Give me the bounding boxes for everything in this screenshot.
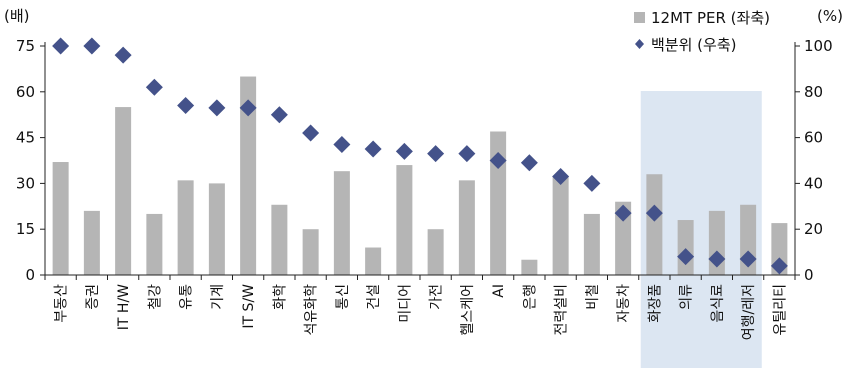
axes-layer: [40, 42, 800, 280]
point-17: [583, 174, 601, 192]
category-label: 의류: [679, 284, 695, 310]
bar-5: [208, 183, 225, 275]
point-23: [770, 257, 788, 275]
category-label: 미디어: [397, 284, 413, 323]
point-15: [520, 154, 538, 172]
point-4: [177, 97, 195, 115]
category-label: 비철: [585, 284, 601, 310]
left-tick-label: 75: [16, 37, 35, 55]
left-tick-label: 15: [16, 220, 35, 238]
bar-6: [240, 76, 257, 276]
right-axis-unit: (%): [817, 7, 843, 25]
right-tick-label: 20: [804, 220, 823, 238]
category-label: 음식료: [710, 284, 726, 323]
point-16: [552, 168, 570, 186]
category-label: 여행/레저: [741, 284, 757, 340]
right-tick-label: 0: [804, 266, 814, 284]
bar-8: [302, 229, 319, 275]
point-1: [83, 37, 101, 55]
point-5: [208, 99, 226, 117]
bar-15: [521, 259, 538, 275]
bar-17: [583, 213, 600, 275]
legend: 12MT PER (좌축) 백분위 (우축): [634, 9, 770, 54]
left-axis-unit: (배): [4, 7, 30, 25]
category-label: 화학: [272, 284, 288, 310]
point-11: [395, 142, 413, 160]
legend-label-bar: 12MT PER (좌축): [651, 9, 770, 27]
legend-label-points: 백분위 (우축): [651, 36, 736, 54]
point-7: [270, 106, 288, 124]
point-2: [114, 46, 132, 64]
right-tick-label: 60: [804, 129, 823, 147]
point-22: [739, 250, 757, 268]
bar-20: [677, 220, 694, 275]
category-label: 은행: [522, 284, 538, 310]
category-label: 유통: [179, 284, 195, 310]
bar-11: [396, 165, 413, 275]
bar-4: [177, 180, 194, 275]
point-9: [333, 135, 351, 153]
point-19: [645, 204, 663, 222]
category-label: 자동차: [616, 284, 632, 323]
right-tick-label: 40: [804, 174, 823, 192]
bar-10: [365, 247, 382, 275]
category-label: 건설: [366, 284, 382, 310]
category-label: 철강: [147, 284, 163, 310]
point-18: [614, 204, 632, 222]
category-label: AI: [491, 284, 507, 298]
bar-9: [333, 171, 350, 275]
point-13: [458, 145, 476, 163]
bar-2: [115, 107, 132, 275]
point-14: [489, 152, 507, 169]
category-label: 전력설비: [554, 284, 570, 336]
bar-18: [615, 201, 632, 275]
point-20: [677, 248, 695, 266]
left-tick-label: 45: [16, 129, 35, 147]
left-tick-label: 60: [16, 83, 35, 101]
point-21: [708, 250, 726, 268]
left-tick-label: 30: [16, 174, 35, 192]
bar-19: [646, 174, 663, 275]
bar-0: [52, 162, 69, 275]
point-12: [427, 145, 445, 163]
bar-16: [552, 177, 569, 275]
point-6: [239, 99, 257, 117]
bar-7: [271, 204, 288, 275]
bar-13: [458, 180, 475, 275]
labels-layer: 0 15 30 45 60 75 0 20 40 60 80 100 부동산 증권 IT H/W 철강 유통 기계…: [16, 37, 833, 340]
legend-swatch-bar: [634, 12, 645, 23]
category-label: 증권: [85, 284, 101, 310]
legend-swatch-diamond: [635, 39, 644, 49]
right-tick-label: 100: [804, 37, 833, 55]
point-0: [52, 37, 70, 55]
points-layer: [52, 37, 788, 275]
category-label: 부동산: [54, 284, 70, 323]
category-label: 석유화학: [304, 284, 320, 336]
category-label: 통신: [335, 284, 351, 310]
point-10: [364, 140, 382, 158]
bar-12: [427, 229, 444, 275]
bar-14: [490, 131, 507, 275]
bar-3: [146, 213, 163, 275]
right-tick-label: 80: [804, 83, 823, 101]
bar-1: [83, 210, 100, 275]
category-label: 가전: [429, 284, 445, 310]
category-label: IT S/W: [241, 284, 257, 329]
point-3: [145, 78, 163, 96]
point-8: [302, 124, 320, 142]
category-label: 화장품: [647, 284, 663, 323]
category-label: 헬스케어: [460, 284, 476, 336]
category-label: IT H/W: [116, 284, 132, 330]
bars-layer: [52, 76, 788, 276]
category-label: 유틸리티: [772, 284, 788, 336]
left-tick-label: 0: [25, 266, 35, 284]
category-label: 기계: [210, 284, 226, 310]
